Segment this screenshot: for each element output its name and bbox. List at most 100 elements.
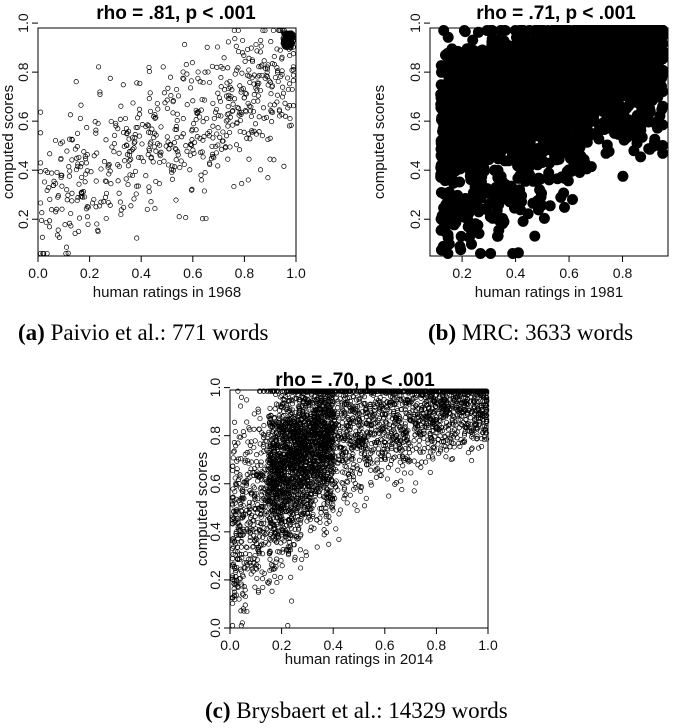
scatter-point [251, 81, 257, 87]
scatter-point [241, 52, 247, 58]
scatter-point [559, 201, 570, 213]
scatter-points [435, 25, 669, 259]
scatter-point [148, 199, 154, 205]
scatter-point [630, 90, 642, 102]
scatter-point [69, 137, 75, 143]
scatter-point [80, 194, 86, 200]
x-tick-label: 0.6 [559, 265, 579, 281]
x-tick-label: 0.2 [80, 265, 100, 281]
scatter-point [225, 104, 231, 110]
scatter-point [597, 68, 609, 80]
scatter-point [471, 51, 483, 62]
scatter-point [146, 123, 152, 129]
scatter-point [246, 131, 252, 137]
scatter-point [184, 148, 190, 154]
scatter-point [512, 160, 524, 172]
scatter-point [203, 215, 209, 222]
scatter-point [189, 60, 195, 66]
scatter-point [218, 146, 225, 152]
scatter-point [225, 39, 231, 45]
scatter-point [572, 131, 584, 143]
scatter-point [118, 207, 124, 213]
scatter-point [440, 172, 452, 183]
scatter-point [274, 99, 280, 105]
scatter-point [139, 141, 145, 147]
scatter-point [278, 73, 284, 79]
scatter-point [118, 103, 124, 109]
scatter-point [103, 215, 109, 222]
scatter-point [168, 93, 174, 99]
scatter-point [112, 132, 118, 138]
scatter-point [45, 169, 51, 175]
scatter-point [134, 235, 140, 241]
scatter-point [74, 144, 80, 150]
scatter-point [172, 145, 178, 152]
scatter-point [511, 126, 523, 138]
scatter-point [262, 75, 268, 81]
chart-title: rho = .81, p < .001 [96, 3, 256, 24]
scatter-point [543, 174, 555, 186]
scatter-point [474, 181, 486, 193]
scatter-point [58, 174, 64, 181]
scatter-point [210, 154, 216, 160]
scatter-point [232, 71, 238, 77]
scatter-point [286, 46, 292, 52]
scatter-point [116, 150, 122, 156]
scatter-point [174, 118, 180, 124]
scatter-point [280, 90, 287, 96]
scatter-point [388, 462, 394, 468]
scatter-point [195, 75, 201, 81]
scatter-point [281, 163, 287, 169]
scatter-point [583, 126, 595, 138]
scatter-point [124, 131, 130, 137]
scatter-point [455, 54, 466, 66]
scatter-point [256, 73, 262, 79]
scatter-point [274, 65, 280, 71]
scatter-point [240, 50, 246, 56]
scatter-point [44, 187, 50, 193]
scatter-point [447, 64, 459, 76]
scatter-point [77, 115, 83, 121]
scatter-point [109, 144, 115, 150]
scatter-point [207, 128, 213, 135]
scatter-point [38, 130, 44, 136]
scatter-point [477, 111, 488, 123]
scatter-point [230, 455, 236, 461]
scatter-point [578, 83, 590, 95]
scatter-point [225, 95, 231, 102]
y-tick-label: 0.6 [407, 111, 423, 131]
scatter-point [569, 146, 580, 158]
scatter-point [180, 116, 186, 122]
scatter-point [656, 104, 668, 115]
scatter-point [93, 178, 99, 184]
scatter-point [258, 64, 264, 70]
scatter-point [195, 108, 202, 115]
scatter-point [97, 203, 103, 209]
scatter-point [629, 121, 641, 133]
scatter-point [93, 130, 99, 136]
scatter-point [227, 78, 233, 84]
scatter-point [536, 199, 548, 211]
scatter-point [493, 224, 505, 236]
scatter-point [165, 85, 171, 91]
scatter-point [54, 206, 60, 212]
scatter-point [137, 80, 143, 86]
y-axis-label: computed scores [371, 85, 388, 199]
scatter-point [274, 92, 281, 98]
scatter-point [278, 557, 284, 564]
scatter-point [267, 102, 273, 108]
scatter-point [65, 192, 71, 198]
scatter-point [85, 221, 91, 227]
scatter-point [207, 79, 213, 86]
scatter-point [210, 123, 216, 129]
scatter-point [333, 526, 339, 532]
scatter-point [146, 184, 152, 190]
scatter-point [252, 552, 258, 559]
scatter-point [336, 536, 342, 542]
scatter-point [227, 129, 233, 136]
scatter-point [232, 96, 238, 102]
scatter-point [254, 83, 260, 89]
scatter-point [593, 34, 605, 46]
scatter-point [280, 84, 286, 90]
scatter-point [190, 98, 196, 104]
